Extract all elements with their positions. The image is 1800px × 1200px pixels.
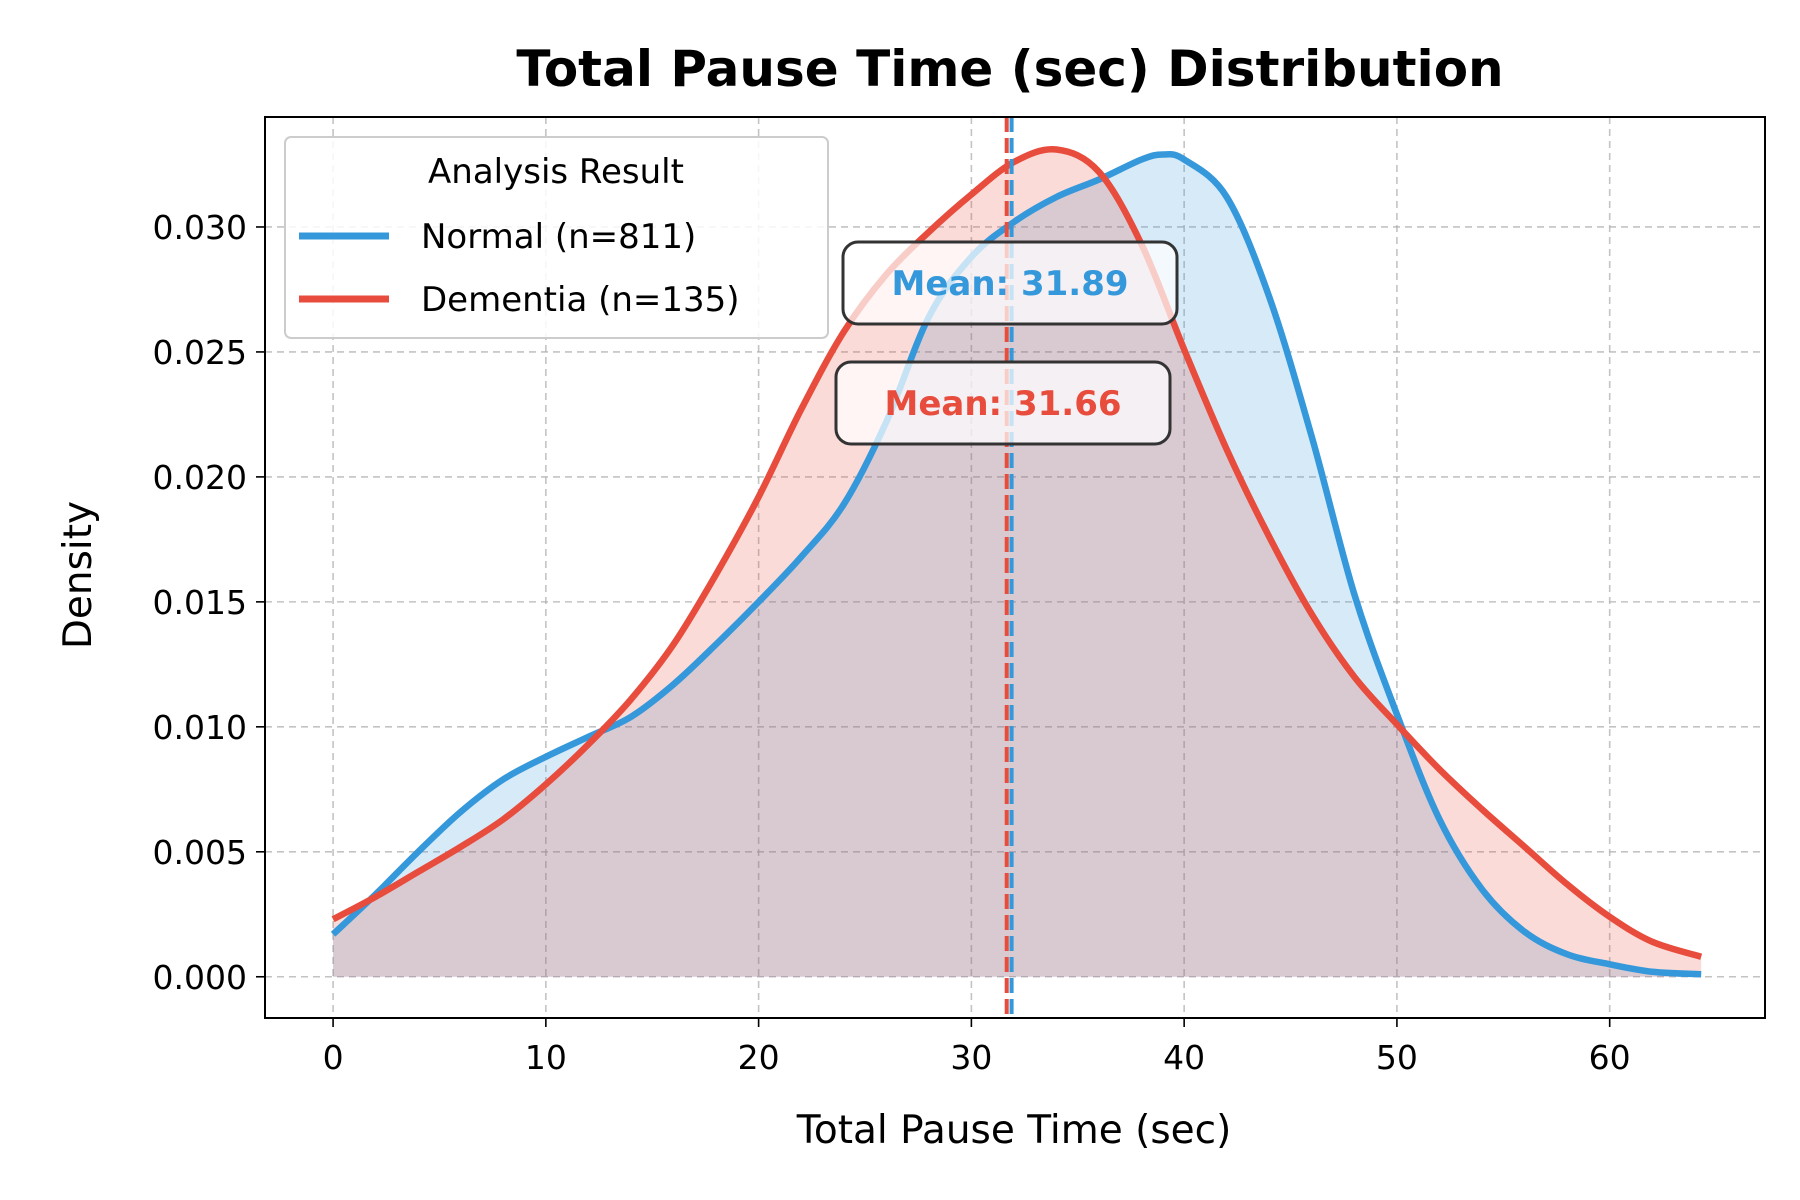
mean-annotation-box-normal (841, 240, 1179, 326)
x-tick-label: 20 (738, 1038, 780, 1077)
plot-frame (264, 116, 1766, 1019)
legend-label-dementia: Dementia (n=135) (421, 280, 740, 320)
mean-annotation-normal: Mean: 31.89 (891, 264, 1128, 304)
mean-annotation-dementia: Mean: 31.66 (884, 384, 1121, 424)
density-fills (333, 149, 1702, 977)
x-tick-label: 0 (323, 1038, 344, 1077)
axis-ticks: 0 10 20 30 40 50 60 0.000 0.005 0.010 0.015 0.020 0.… (153, 208, 1631, 1077)
legend-box (284, 136, 829, 339)
y-tick-label: 0.010 (153, 708, 247, 747)
y-tick-label: 0.005 (153, 833, 247, 872)
legend: Analysis Result Normal (n=811) Dementia … (284, 136, 829, 339)
x-tick-label: 50 (1376, 1038, 1418, 1077)
x-tick-label: 40 (1163, 1038, 1205, 1077)
density-lines (330, 145, 1703, 978)
density-line-dementia (331, 145, 1703, 960)
legend-title: Analysis Result (428, 152, 684, 192)
y-tick-label: 0.020 (153, 458, 247, 497)
density-fill-dementia (333, 149, 1702, 977)
density-line-normal (330, 150, 1702, 978)
y-tick-label: 0.000 (153, 958, 247, 997)
density-fill-normal (333, 154, 1702, 977)
mean-annotations: Mean: 31.89 Mean: 31.66 (834, 240, 1179, 446)
y-tick-label: 0.025 (153, 333, 247, 372)
legend-label-normal: Normal (n=811) (421, 217, 696, 257)
mean-annotation-box-dementia (834, 360, 1172, 446)
y-tick-label: 0.030 (153, 208, 247, 247)
y-tick-label: 0.015 (153, 583, 247, 622)
y-axis-label: Density (56, 501, 101, 649)
x-axis-label: Total Pause Time (sec) (796, 1108, 1232, 1153)
x-tick-label: 60 (1589, 1038, 1631, 1077)
chart-title: Total Pause Time (sec) Distribution (516, 40, 1503, 98)
x-tick-label: 10 (525, 1038, 567, 1077)
x-tick-label: 30 (950, 1038, 992, 1077)
